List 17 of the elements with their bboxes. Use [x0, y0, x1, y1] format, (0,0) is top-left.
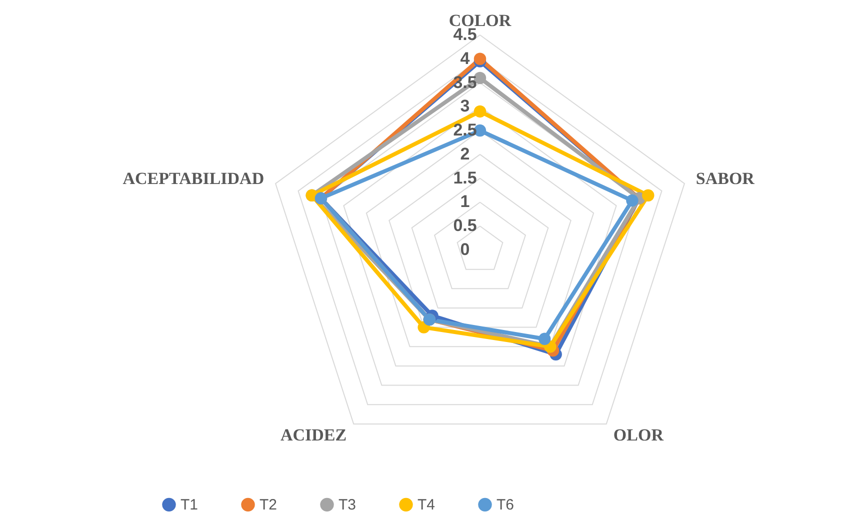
legend-label: T3	[338, 496, 356, 514]
y-tick-label: 0.5	[453, 216, 477, 236]
spoke-label: SABOR	[696, 169, 756, 188]
y-tick-label: 4.5	[453, 25, 477, 44]
spoke-label: ACEPTABILIDAD	[122, 169, 264, 188]
legend-label: T6	[496, 496, 514, 514]
y-tick-label: 0	[460, 240, 470, 259]
y-tick-label: 1.5	[453, 168, 477, 188]
y-tick-label: 2	[460, 144, 470, 164]
legend-label: T4	[418, 496, 436, 514]
spoke-label: ACIDEZ	[280, 425, 347, 444]
legend-label: T1	[180, 496, 198, 514]
y-tick-label: 3	[460, 96, 470, 116]
y-tick-label: 1	[460, 192, 470, 212]
legend-label: T2	[260, 496, 278, 514]
spoke-label: OLOR	[613, 425, 664, 444]
y-tick-label: 4	[460, 48, 470, 68]
